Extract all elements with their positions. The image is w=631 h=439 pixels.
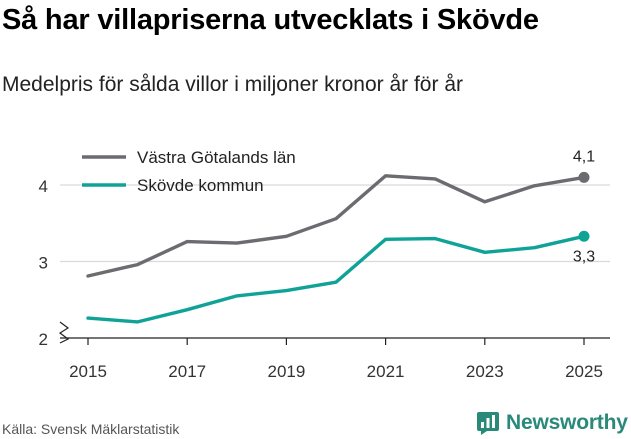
series-lines — [86, 171, 590, 324]
end-value-label: 3,3 — [573, 248, 595, 265]
x-tick-label: 2017 — [168, 362, 206, 381]
line-chart: 2015 2017 2019 2021 2023 2025 2 3 4 Västra Göta… — [39, 148, 610, 381]
grid-lines — [60, 184, 610, 263]
y-tick-label: 3 — [39, 254, 48, 273]
brand-name: Newsworthy — [506, 411, 628, 434]
y-tick-label: 4 — [39, 177, 48, 196]
legend: Västra Götalands län Skövde kommun — [82, 148, 296, 195]
chart-title: Så har villapriserna utvecklats i Skövde — [2, 4, 539, 36]
series-line — [86, 234, 586, 324]
y-axis: 2 3 4 — [39, 177, 48, 349]
series-line — [86, 174, 586, 278]
series-endpoint — [578, 171, 590, 183]
x-tick-label: 2019 — [267, 362, 305, 381]
series-endpoint — [578, 230, 590, 242]
newsworthy-logo-icon — [477, 412, 499, 435]
end-value-label: 4,1 — [573, 148, 595, 165]
brand-logo[interactable]: Newsworthy — [476, 409, 628, 437]
source-note: Källa: Svensk Mäklarstatistik — [2, 421, 180, 437]
x-tick-label: 2015 — [69, 362, 107, 381]
x-tick-label: 2025 — [565, 362, 603, 381]
legend-label: Skövde kommun — [137, 176, 264, 195]
chart-subtitle: Medelpris för sålda villor i miljoner kr… — [2, 73, 463, 96]
end-labels: 4,1 3,3 — [573, 148, 595, 265]
axis-break-icon — [58, 321, 70, 344]
y-tick-label: 2 — [39, 330, 48, 349]
x-axis: 2015 2017 2019 2021 2023 2025 — [58, 321, 610, 381]
legend-label: Västra Götalands län — [137, 148, 296, 167]
x-tick-label: 2023 — [466, 362, 504, 381]
x-tick-label: 2021 — [367, 362, 405, 381]
